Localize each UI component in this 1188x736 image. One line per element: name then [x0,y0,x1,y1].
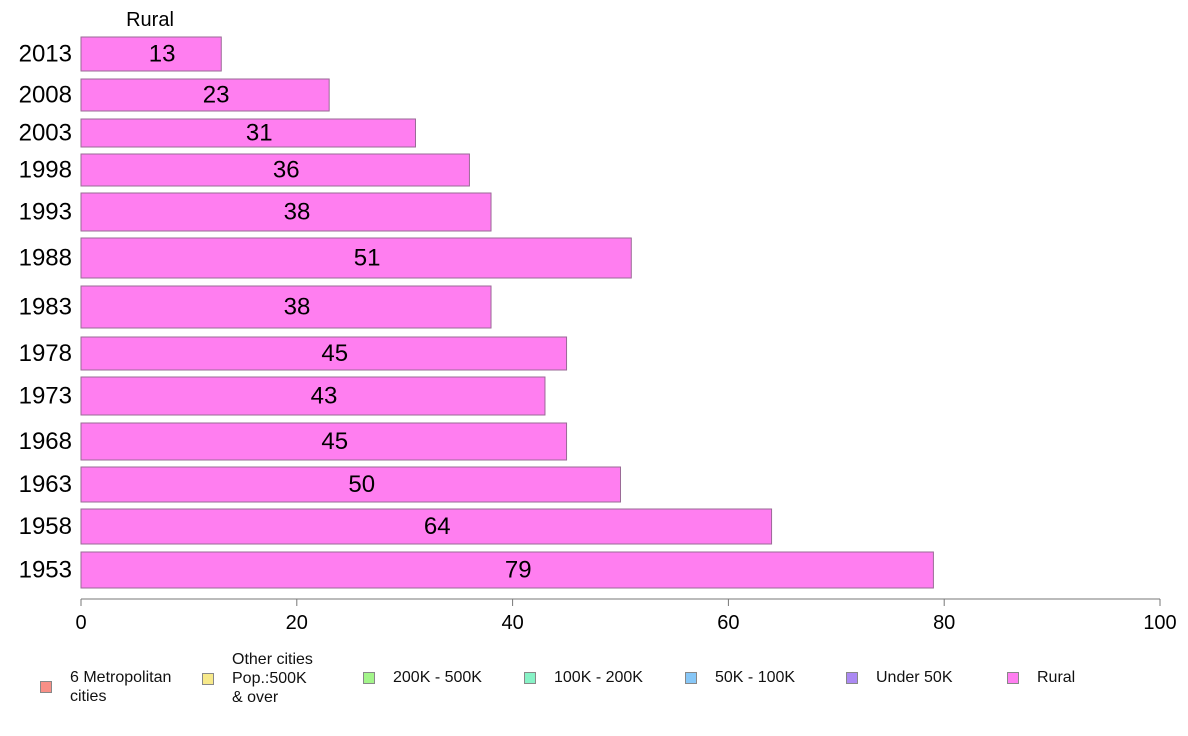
value-label-1973: 43 [311,383,338,410]
value-label-1963: 50 [348,471,375,498]
category-label-1978: 1978 [19,340,72,367]
category-labels: 2013 2008 2003 1998 1993 1988 1983 1978 1973 1968… [19,41,72,584]
value-label-1983: 38 [284,294,311,321]
x-tick-label-0: 0 [75,612,86,634]
category-label-1998: 1998 [19,157,72,184]
category-label-2008: 2008 [19,82,72,109]
bar-chart: Rural 2013200820031998199319881983197819… [19,9,1177,634]
legend-item-1: 6 Metropolitan cities [40,668,171,706]
bar-1958 [80,508,773,545]
bar-1973 [80,376,546,416]
legend-swatch [846,671,858,684]
value-label-1998: 36 [273,157,300,184]
bar-1983 [80,285,492,329]
bar-1993 [80,192,492,232]
value-label-1993: 38 [284,199,311,226]
x-tick-label-20: 20 [286,612,308,634]
category-label-1983: 1983 [19,294,72,321]
bars-group [80,36,934,589]
bar-1963 [80,466,621,503]
legend-label: 50K - 100K [715,669,796,686]
legend-label: 200K - 500K [393,669,482,686]
bar-2008 [80,78,330,112]
bar-1968 [80,422,568,461]
category-label-1988: 1988 [19,245,72,272]
category-label-1973: 1973 [19,383,72,410]
bar-2013 [80,36,222,72]
legend-item-4: 100K - 200K [524,668,643,687]
category-label-1953: 1953 [19,557,72,584]
category-label-2013: 2013 [19,41,72,68]
bar-1953 [80,551,934,589]
category-label-1963: 1963 [19,471,72,498]
value-label-1958: 64 [424,513,451,540]
bar-1978 [80,336,568,371]
legend-item-2: Other cities Pop.:500K & over [202,650,313,707]
value-label-2013: 13 [149,41,176,68]
legend-swatch [685,671,697,684]
legend: 6 Metropolitan cities Other cities Pop.:5… [0,648,1188,728]
x-tick-label-100: 100 [1143,612,1176,634]
x-axis: 0 20 40 60 80 100 [75,598,1177,634]
value-label-1978: 45 [321,340,348,367]
legend-label: 100K - 200K [554,669,643,686]
x-tick-label-40: 40 [501,612,523,634]
legend-item-7: Rural [1007,668,1075,687]
legend-label: Under 50K [876,669,953,686]
x-tick-label-60: 60 [717,612,739,634]
legend-item-6: Under 50K [846,668,953,687]
value-label-1988: 51 [354,245,381,272]
value-label-2003: 31 [246,120,273,147]
x-tick-label-80: 80 [933,612,955,634]
category-label-1993: 1993 [19,199,72,226]
legend-label: 6 Metropolitan cities [70,669,172,705]
chart-title: Rural [126,9,174,31]
legend-label: Other cities Pop.:500K & over [232,651,313,706]
category-label-1958: 1958 [19,513,72,540]
legend-swatch [1007,671,1019,684]
bar-1988 [80,237,632,279]
legend-swatch [40,681,52,693]
legend-item-3: 200K - 500K [363,668,482,687]
value-label-1968: 45 [321,428,348,455]
category-label-2003: 2003 [19,120,72,147]
legend-label: Rural [1037,669,1076,686]
bar-2003 [80,118,416,148]
legend-swatch [202,672,214,685]
legend-swatch [363,671,375,684]
bar-1998 [80,153,470,187]
legend-item-5: 50K - 100K [685,668,795,687]
value-label-2008: 23 [203,82,230,109]
value-label-1953: 79 [505,557,532,584]
category-label-1968: 1968 [19,428,72,455]
legend-swatch [524,671,536,684]
